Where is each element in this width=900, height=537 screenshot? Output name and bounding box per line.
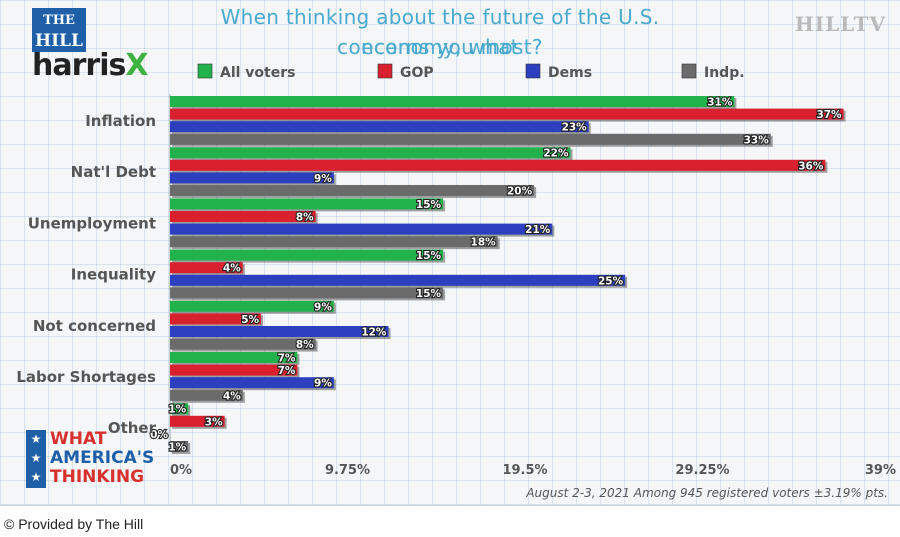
bar (170, 300, 334, 312)
legend-swatch (377, 63, 393, 79)
bar-value-label: 1% (168, 442, 186, 454)
bar-value-label: 22% (543, 148, 569, 160)
bar (170, 326, 389, 337)
bar-value-label: 7% (278, 365, 296, 377)
x-tick-label: 0% (170, 463, 192, 478)
bar (170, 211, 316, 222)
bar (170, 364, 298, 376)
bar-value-label: 20% (507, 186, 533, 198)
bar-value-label: 37% (816, 109, 842, 121)
bar-value-label: 33% (744, 134, 770, 146)
category-label: Nat'l Debt (71, 163, 156, 181)
bar-value-label: 7% (278, 353, 296, 365)
category-label: Other (108, 419, 157, 437)
bar-value-label: 23% (562, 122, 588, 134)
bar (170, 287, 444, 299)
category-label: Unemployment (28, 214, 156, 232)
bar-value-label: 1% (168, 404, 186, 416)
the-hill-logo-line-1: THE (43, 13, 75, 28)
bar (170, 121, 589, 133)
legend-swatch (197, 63, 213, 79)
legend-swatch (681, 63, 697, 79)
bar (170, 377, 334, 389)
category-label: Inequality (71, 266, 156, 284)
bar (170, 198, 444, 210)
bar-value-label: 31% (707, 97, 733, 109)
x-tick-label: 9.75% (325, 463, 370, 478)
bar (170, 249, 444, 261)
bar (170, 223, 553, 235)
bar-value-label: 15% (416, 288, 442, 300)
bar-value-label: 21% (525, 224, 551, 236)
star-icons: ★ ★ ★ (26, 430, 46, 488)
wat-line-3: THINKING (50, 467, 145, 487)
bar (170, 236, 498, 248)
legend-label: Indp. (704, 65, 745, 81)
bar-value-label: 18% (471, 237, 497, 249)
bar (170, 389, 243, 401)
category-label: Inflation (85, 112, 156, 130)
wat-line-2: AMERICA'S (50, 448, 155, 468)
bar (170, 96, 735, 107)
bar (170, 108, 844, 120)
what-americas-thinking-logo: ★ ★ ★ WHAT AMERICA'S THINKING (26, 429, 155, 488)
bar-value-label: 5% (241, 314, 259, 326)
bar (170, 338, 316, 350)
bar (170, 403, 189, 415)
x-tick-label: 19.5% (502, 463, 547, 478)
bar-value-label: 0% (150, 429, 168, 441)
bar-value-label: 25% (598, 275, 624, 287)
x-tick-label: 39% (865, 463, 896, 478)
legend-label: All voters (220, 65, 295, 81)
bar (170, 172, 334, 184)
bar-value-label: 9% (314, 378, 332, 390)
bar (170, 147, 571, 159)
bar (170, 274, 626, 286)
footer-credit: © Provided by The Hill (4, 516, 144, 532)
bar (170, 352, 298, 363)
bar-value-label: 12% (361, 327, 387, 339)
bar-value-label: 9% (314, 301, 332, 313)
bar (170, 159, 826, 171)
category-label: Labor Shortages (16, 368, 156, 386)
wat-line-1: WHAT (50, 429, 107, 449)
bar-value-label: 4% (223, 263, 241, 275)
bar-value-label: 15% (416, 250, 442, 262)
the-hill-logo-line-2: HILL (35, 31, 83, 51)
bar (170, 313, 262, 325)
bar-value-label: 15% (416, 199, 442, 211)
bar-value-label: 4% (223, 390, 241, 402)
bar (170, 441, 189, 452)
x-tick-label: 29.25% (675, 463, 729, 478)
bar-value-label: 8% (296, 212, 314, 224)
source-note: August 2-3, 2021 Among 945 registered vo… (526, 486, 888, 500)
legend-label: Dems (548, 65, 592, 81)
bar (170, 133, 771, 145)
category-label: Not concerned (33, 317, 156, 335)
harrisx-logo-x: X (125, 48, 148, 83)
chart-plot: All voters GOP Dems Indp. 31% 37% 23% 33% 22% 36… (16, 63, 896, 478)
bar (170, 415, 225, 427)
hilltv-watermark: HILLTV (794, 12, 886, 36)
legend-swatch (525, 63, 541, 79)
harrisx-logo-harris: harris (32, 48, 126, 83)
chart-title-line-2: concerns you most? (337, 35, 543, 59)
star-icon: ★ (30, 470, 42, 484)
bar-value-label: 3% (205, 416, 223, 428)
bar-value-label: 9% (314, 173, 332, 185)
chart-title-line-1: When thinking about the future of the U.… (220, 5, 660, 59)
star-icon: ★ (30, 432, 42, 446)
bar-value-label: 36% (798, 160, 824, 172)
bar (170, 262, 243, 274)
star-icon: ★ (30, 451, 42, 465)
harrisx-logo: harrisX (32, 48, 148, 83)
chart-frame: All voters GOP Dems Indp. 31% 37% 23% 33% 22% 36… (0, 0, 900, 506)
the-hill-logo: THE HILL (32, 8, 86, 52)
legend-label: GOP (400, 65, 434, 81)
bar (170, 185, 535, 196)
bar-value-label: 8% (296, 339, 314, 351)
